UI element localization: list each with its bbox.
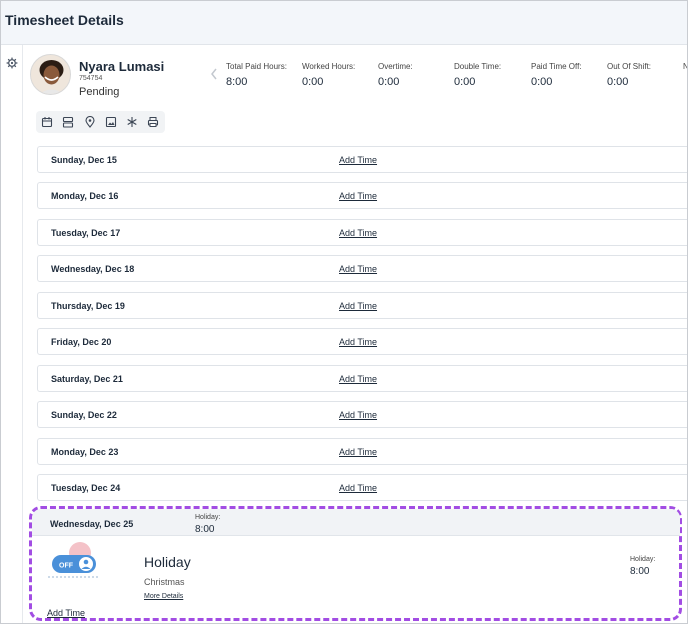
page-title: Timesheet Details (5, 12, 124, 28)
stat-value: 0:00 (454, 76, 476, 88)
holiday-name: Christmas (144, 577, 185, 587)
holiday-hours-value: 8:00 (195, 524, 215, 535)
holiday-hours-label: Holiday: (630, 556, 656, 563)
more-details-link[interactable]: More Details (144, 593, 184, 600)
stat-label: Overtime: (378, 62, 413, 71)
image-icon[interactable] (105, 116, 117, 128)
add-time-link[interactable]: Add Time (339, 191, 378, 201)
stat-paid-time-off: Paid Time Off: 0:00 (531, 62, 582, 88)
stat-worked-hours: Worked Hours: 0:00 (302, 62, 355, 88)
day-name: Friday, Dec 20 (51, 337, 112, 347)
add-time-link[interactable]: Add Time (339, 264, 378, 274)
chevron-left-icon[interactable] (210, 68, 218, 80)
stat-label: Worked Hours: (302, 62, 356, 71)
add-time-link[interactable]: Add Time (339, 410, 378, 420)
holiday-day-card: Wednesday, Dec 25 Holiday: 8:00 OFF Holi… (29, 506, 682, 621)
add-time-link[interactable]: Add Time (339, 301, 378, 311)
stat-value: 0:00 (531, 76, 553, 88)
add-time-link[interactable]: Add Time (339, 155, 378, 165)
stat-out-of-shift: Out Of Shift: 0:00 (607, 62, 651, 88)
stat-total-paid-hours: Total Paid Hours: 8:00 (226, 62, 287, 88)
employee-name: Nyara Lumasi (79, 59, 165, 74)
day-name: Monday, Dec 23 (51, 447, 119, 457)
left-rail (1, 45, 23, 623)
day-row-monday-dec-16: Monday, Dec 16 Add Time (37, 182, 687, 209)
stat-value: 8:00 (226, 76, 248, 88)
day-name: Monday, Dec 16 (51, 191, 119, 201)
day-name: Sunday, Dec 15 (51, 155, 117, 165)
stat-value: 0:00 (378, 76, 400, 88)
add-time-link[interactable]: Add Time (339, 337, 378, 347)
badge-text: OFF (59, 563, 74, 570)
stat-label: Double Time: (454, 62, 502, 71)
print-icon[interactable] (147, 116, 159, 128)
stat-label: Out Of Shift: (607, 62, 652, 71)
holiday-day-header: Wednesday, Dec 25 Holiday: 8:00 (32, 509, 680, 536)
day-row-sunday-dec-22: Sunday, Dec 22 Add Time (37, 401, 687, 428)
holiday-hours-value: 8:00 (630, 566, 650, 577)
view-toolbar (36, 111, 165, 133)
day-name: Sunday, Dec 22 (51, 410, 117, 420)
stat-value: 0:00 (607, 76, 629, 88)
day-row-monday-dec-23: Monday, Dec 23 Add Time (37, 438, 687, 465)
day-name: Wednesday, Dec 18 (51, 264, 135, 274)
day-row-tuesday-dec-17: Tuesday, Dec 17 Add Time (37, 219, 687, 246)
calendar-icon[interactable] (41, 116, 53, 128)
day-name: Saturday, Dec 21 (51, 374, 123, 384)
holiday-title: Holiday (144, 554, 191, 570)
day-row-saturday-dec-21: Saturday, Dec 21 Add Time (37, 365, 687, 392)
add-time-link[interactable]: Add Time (339, 483, 378, 493)
gear-icon[interactable] (6, 57, 18, 69)
stat-label: Total Paid Hours: (226, 62, 287, 71)
day-name: Thursday, Dec 19 (51, 301, 125, 311)
add-time-link[interactable]: Add Time (339, 447, 378, 457)
header-bar: Timesheet Details (1, 1, 687, 45)
stat-truncated: N (683, 62, 687, 76)
layout-icon[interactable] (62, 116, 74, 128)
avatar (30, 54, 71, 95)
employee-id: 754754 (79, 75, 103, 82)
location-pin-icon[interactable] (84, 116, 96, 128)
day-name: Tuesday, Dec 17 (51, 228, 121, 238)
day-name: Wednesday, Dec 25 (50, 519, 134, 529)
add-time-link[interactable]: Add Time (47, 608, 86, 618)
add-time-link[interactable]: Add Time (339, 228, 378, 238)
day-row-sunday-dec-15: Sunday, Dec 15 Add Time (37, 146, 687, 173)
timesheet-status: Pending (79, 86, 120, 98)
stat-double-time: Double Time: 0:00 (454, 62, 501, 88)
day-row-friday-dec-20: Friday, Dec 20 Add Time (37, 328, 687, 355)
snowflake-icon[interactable] (126, 116, 138, 128)
add-time-link[interactable]: Add Time (339, 374, 378, 384)
stat-value: 0:00 (302, 76, 324, 88)
stat-label: Paid Time Off: (531, 62, 582, 71)
day-name: Tuesday, Dec 24 (51, 483, 121, 493)
stat-overtime: Overtime: 0:00 (378, 62, 413, 88)
day-row-tuesday-dec-24: Tuesday, Dec 24 Add Time (37, 474, 687, 501)
holiday-hours-label: Holiday: (195, 514, 221, 521)
day-row-thursday-dec-19: Thursday, Dec 19 Add Time (37, 292, 687, 319)
stat-label: N (683, 62, 687, 71)
day-row-wednesday-dec-18: Wednesday, Dec 18 Add Time (37, 255, 687, 282)
time-off-badge-icon: OFF (48, 542, 100, 578)
